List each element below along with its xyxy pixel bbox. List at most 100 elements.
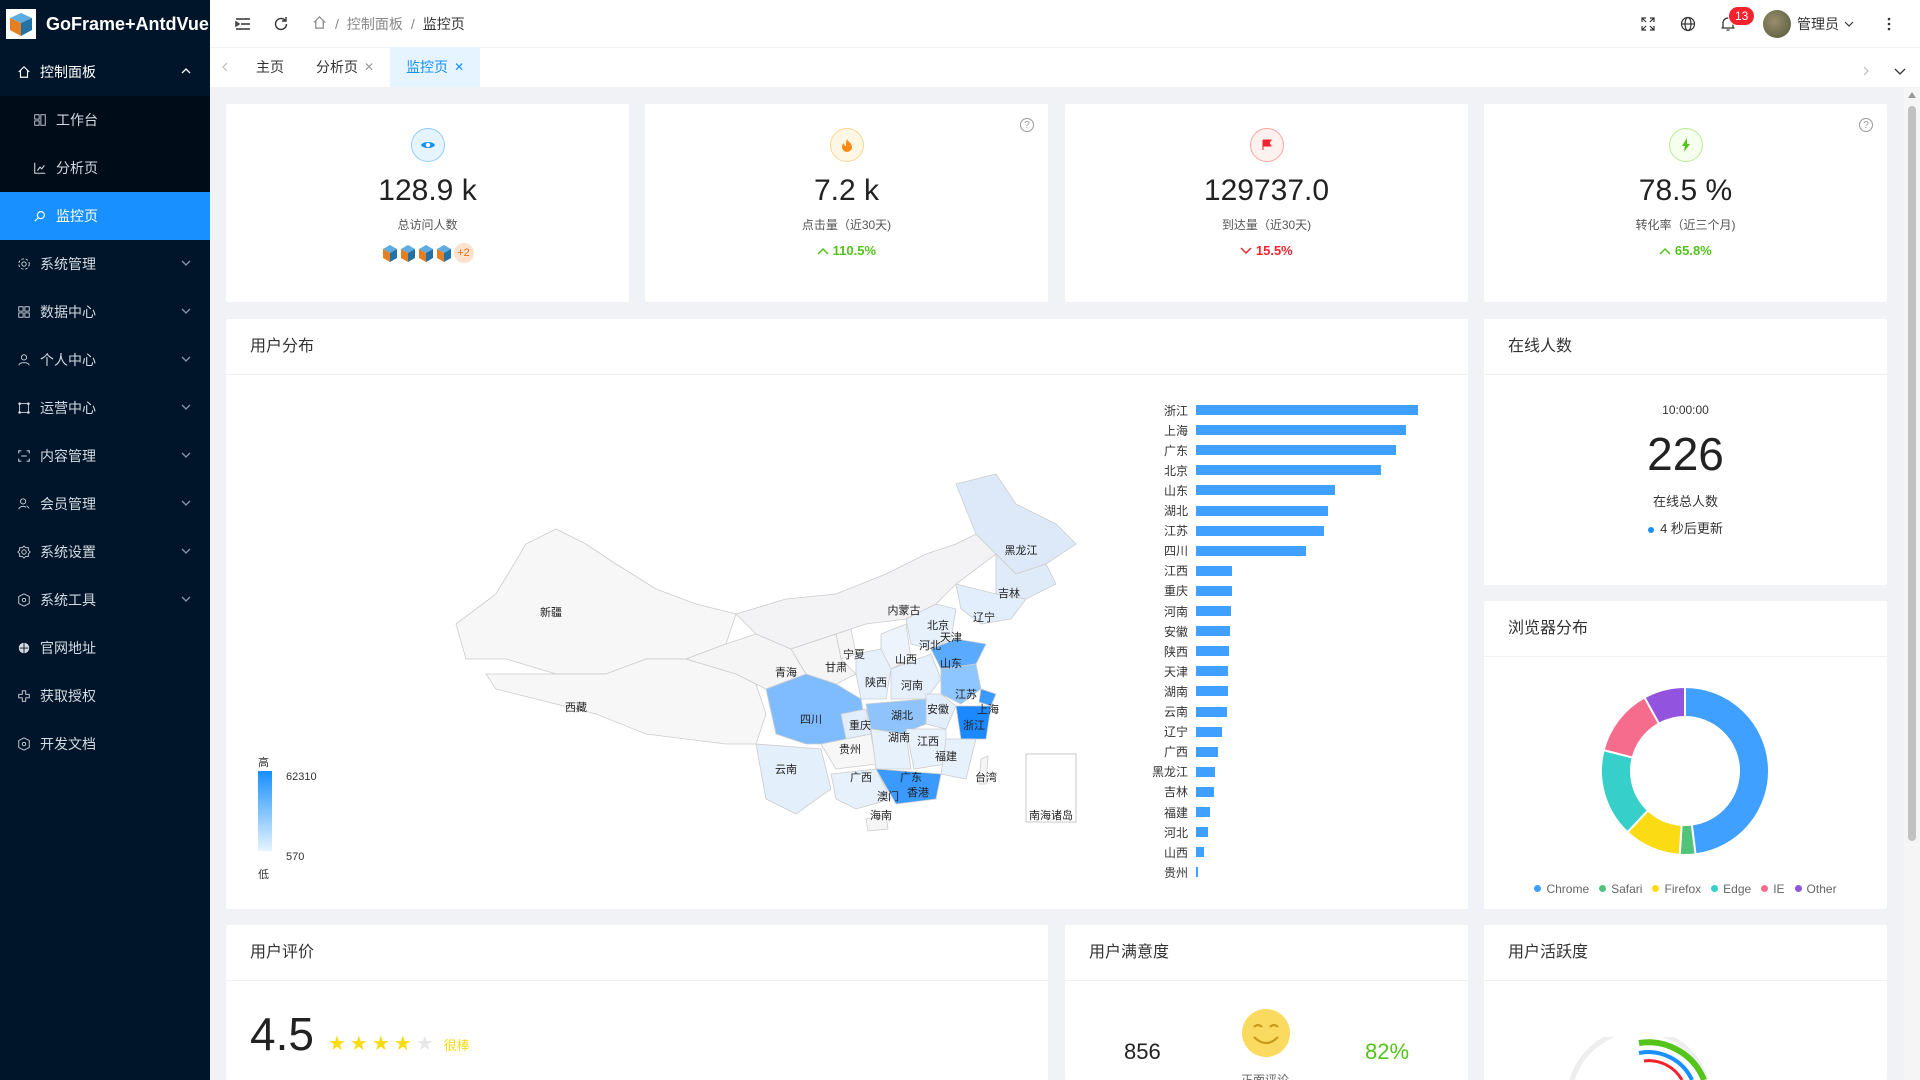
sidebar-item-content[interactable]: 内容管理: [0, 432, 210, 480]
bar-row[interactable]: 广东: [1146, 443, 1396, 458]
help-icon[interactable]: ?: [1020, 118, 1034, 132]
refresh-icon[interactable]: [272, 15, 290, 33]
user-activity-card: 用户活跃度: [1484, 925, 1887, 1080]
page-scrollbar[interactable]: [1904, 88, 1920, 1080]
breadcrumb-item[interactable]: 控制面板: [346, 15, 403, 32]
bar-row[interactable]: 贵州: [1146, 865, 1199, 880]
legend-item[interactable]: IE: [1761, 882, 1785, 896]
tab-menu-chevron-icon[interactable]: [1894, 63, 1906, 79]
bar-row[interactable]: 山东: [1146, 483, 1335, 498]
sidebar-item-analysis[interactable]: 分析页: [0, 144, 210, 192]
bar-row[interactable]: 吉林: [1146, 785, 1215, 799]
scrollbar-thumb[interactable]: [1908, 106, 1916, 841]
donut-slice-chrome[interactable]: [1684, 685, 1770, 856]
map-province-label: 湖北: [891, 709, 913, 722]
status-dot: [1648, 526, 1655, 533]
bar-row[interactable]: 浙江: [1146, 403, 1418, 418]
sidebar-item-settings[interactable]: 系统设置: [0, 528, 210, 576]
map-region-taiwan: [978, 755, 989, 785]
star-icon[interactable]: ★: [415, 1033, 438, 1055]
bar-row[interactable]: 四川: [1146, 544, 1307, 558]
legend-item[interactable]: Safari: [1599, 882, 1642, 896]
star-icon[interactable]: ★: [371, 1033, 394, 1055]
legend-item[interactable]: Edge: [1711, 882, 1751, 896]
bar-category-label: 湖南: [1163, 684, 1188, 699]
tab-analysis[interactable]: 分析页 ✕: [300, 47, 390, 87]
sidebar-item-operation[interactable]: 运营中心: [0, 384, 210, 432]
sidebar-item-docs[interactable]: 开发文档: [0, 720, 210, 768]
home-crumb-icon[interactable]: [312, 15, 327, 33]
bar-row[interactable]: 湖南: [1146, 684, 1229, 699]
fullscreen-icon[interactable]: [1639, 15, 1657, 33]
notification-bell-icon[interactable]: 13: [1719, 7, 1755, 33]
legend-item[interactable]: Chrome: [1534, 882, 1589, 896]
sidebar-item-monitor[interactable]: 监控页: [0, 192, 210, 240]
sidebar-item-grid[interactable]: 数据中心: [0, 288, 210, 336]
sidebar-item-workbench[interactable]: 工作台: [0, 96, 210, 144]
bar: [1196, 646, 1230, 657]
star-icon[interactable]: ★: [327, 1033, 350, 1055]
bar-row[interactable]: 福建: [1146, 805, 1210, 820]
chevron-down-icon: [181, 356, 191, 362]
bar-category-label: 辽宁: [1163, 725, 1188, 740]
legend-item[interactable]: Other: [1794, 882, 1837, 896]
more-vertical-icon[interactable]: [1880, 15, 1898, 33]
bar: [1196, 626, 1230, 637]
bar-row[interactable]: 江西: [1146, 564, 1232, 578]
bar-row[interactable]: 安徽: [1146, 624, 1230, 639]
sidebar-item-auth[interactable]: 获取授权: [0, 672, 210, 720]
star-icon[interactable]: ★: [393, 1033, 416, 1055]
bar: [1196, 827, 1209, 838]
legend-dot: [1794, 885, 1802, 892]
logo[interactable]: GoFrame+AntdVue: [0, 0, 210, 48]
donut-slice-other[interactable]: [1643, 685, 1686, 726]
sidebar-item-label: 系统管理: [40, 256, 96, 272]
tab-scroll-right-icon[interactable]: [1862, 63, 1870, 79]
bar-row[interactable]: 河南: [1146, 604, 1231, 619]
bar: [1196, 726, 1222, 737]
bar-row[interactable]: 云南: [1146, 705, 1228, 719]
sidebar-item-home[interactable]: 控制面板: [0, 48, 210, 96]
bar-row[interactable]: 天津: [1146, 664, 1229, 679]
sidebar-item-gear[interactable]: 系统管理: [0, 240, 210, 288]
sidebar-item-globe[interactable]: 官网地址: [0, 624, 210, 672]
sidebar-item-label: 官网地址: [40, 640, 96, 656]
bar-row[interactable]: 北京: [1146, 463, 1382, 478]
map-province-label: 江西: [917, 735, 939, 748]
activity-gauge[interactable]: [1564, 1037, 1714, 1080]
browser-donut-chart[interactable]: [1595, 681, 1775, 861]
stat-label: 总访问人数: [397, 218, 458, 232]
bar-row[interactable]: 陕西: [1146, 644, 1230, 659]
sidebar-item-member[interactable]: 会员管理: [0, 480, 210, 528]
bar-row[interactable]: 江苏: [1146, 524, 1325, 538]
tab-scroll-left-icon[interactable]: [210, 47, 240, 87]
tab-close-icon[interactable]: ✕: [454, 60, 465, 74]
sidebar-item-user[interactable]: 个人中心: [0, 336, 210, 384]
province-bar-chart[interactable]: 浙江上海广东北京山东湖北江苏四川江西重庆河南安徽陕西天津湖南云南辽宁广西黑龙江吉…: [1146, 403, 1446, 880]
map-region-guangdong: [875, 768, 942, 805]
bar-row[interactable]: 广西: [1146, 745, 1219, 759]
bar-row[interactable]: 上海: [1146, 423, 1407, 438]
tab-monitor[interactable]: 监控页 ✕: [390, 47, 481, 87]
tab-close-icon[interactable]: ✕: [364, 60, 375, 74]
bar-row[interactable]: 黑龙江: [1146, 765, 1215, 779]
help-icon[interactable]: ?: [1859, 118, 1873, 132]
scroll-up-icon[interactable]: [1908, 92, 1916, 98]
language-icon[interactable]: [1679, 15, 1697, 33]
user-dropdown[interactable]: 管理员: [1763, 10, 1854, 38]
menu-fold-icon[interactable]: [234, 15, 252, 33]
legend-item[interactable]: Firefox: [1652, 882, 1701, 896]
bar-row[interactable]: 山西: [1146, 845, 1204, 860]
star-icon[interactable]: ★: [349, 1033, 372, 1055]
sidebar-item-tools[interactable]: 系统工具: [0, 576, 210, 624]
bar-row[interactable]: 辽宁: [1146, 725, 1222, 739]
visual-map-gradient[interactable]: [258, 771, 272, 851]
bar-row[interactable]: 河北: [1146, 825, 1209, 840]
rating-stars[interactable]: ★★★★★: [328, 1031, 438, 1056]
sidebar-item-label: 系统工具: [40, 592, 96, 608]
tab-home[interactable]: 主页: [240, 47, 300, 87]
bar-row[interactable]: 重庆: [1146, 584, 1232, 598]
bar-row[interactable]: 湖北: [1146, 504, 1328, 518]
card-title: 用户满意度: [1065, 925, 1468, 981]
